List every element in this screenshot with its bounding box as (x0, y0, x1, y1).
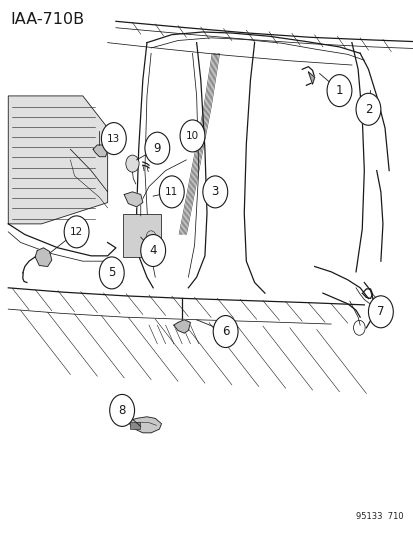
Polygon shape (308, 72, 314, 84)
Circle shape (126, 155, 139, 172)
Text: 12: 12 (70, 227, 83, 237)
Text: 8: 8 (118, 404, 126, 417)
FancyBboxPatch shape (130, 422, 139, 429)
Text: 10: 10 (185, 131, 199, 141)
Text: 9: 9 (153, 142, 161, 155)
Text: 95133  710: 95133 710 (355, 512, 403, 521)
Polygon shape (8, 96, 107, 224)
Text: 1: 1 (335, 84, 342, 97)
Circle shape (140, 235, 165, 266)
FancyBboxPatch shape (123, 214, 160, 257)
Circle shape (368, 296, 392, 328)
Circle shape (180, 120, 204, 152)
Polygon shape (93, 145, 107, 157)
Text: 2: 2 (364, 103, 371, 116)
Polygon shape (124, 192, 142, 207)
Polygon shape (128, 417, 161, 433)
Circle shape (64, 216, 89, 248)
Circle shape (202, 176, 227, 208)
Text: 4: 4 (149, 244, 157, 257)
Text: 11: 11 (165, 187, 178, 197)
Circle shape (355, 93, 380, 125)
Circle shape (145, 132, 169, 164)
Circle shape (101, 123, 126, 155)
Polygon shape (35, 248, 52, 266)
Text: 5: 5 (108, 266, 115, 279)
Polygon shape (173, 320, 190, 333)
Text: IAA-710B: IAA-710B (10, 12, 84, 27)
Circle shape (213, 316, 237, 348)
Circle shape (109, 394, 134, 426)
Text: 7: 7 (376, 305, 384, 318)
Text: 3: 3 (211, 185, 218, 198)
Text: 6: 6 (221, 325, 229, 338)
Circle shape (326, 75, 351, 107)
Circle shape (99, 257, 124, 289)
Circle shape (159, 176, 184, 208)
Text: 13: 13 (107, 134, 120, 143)
